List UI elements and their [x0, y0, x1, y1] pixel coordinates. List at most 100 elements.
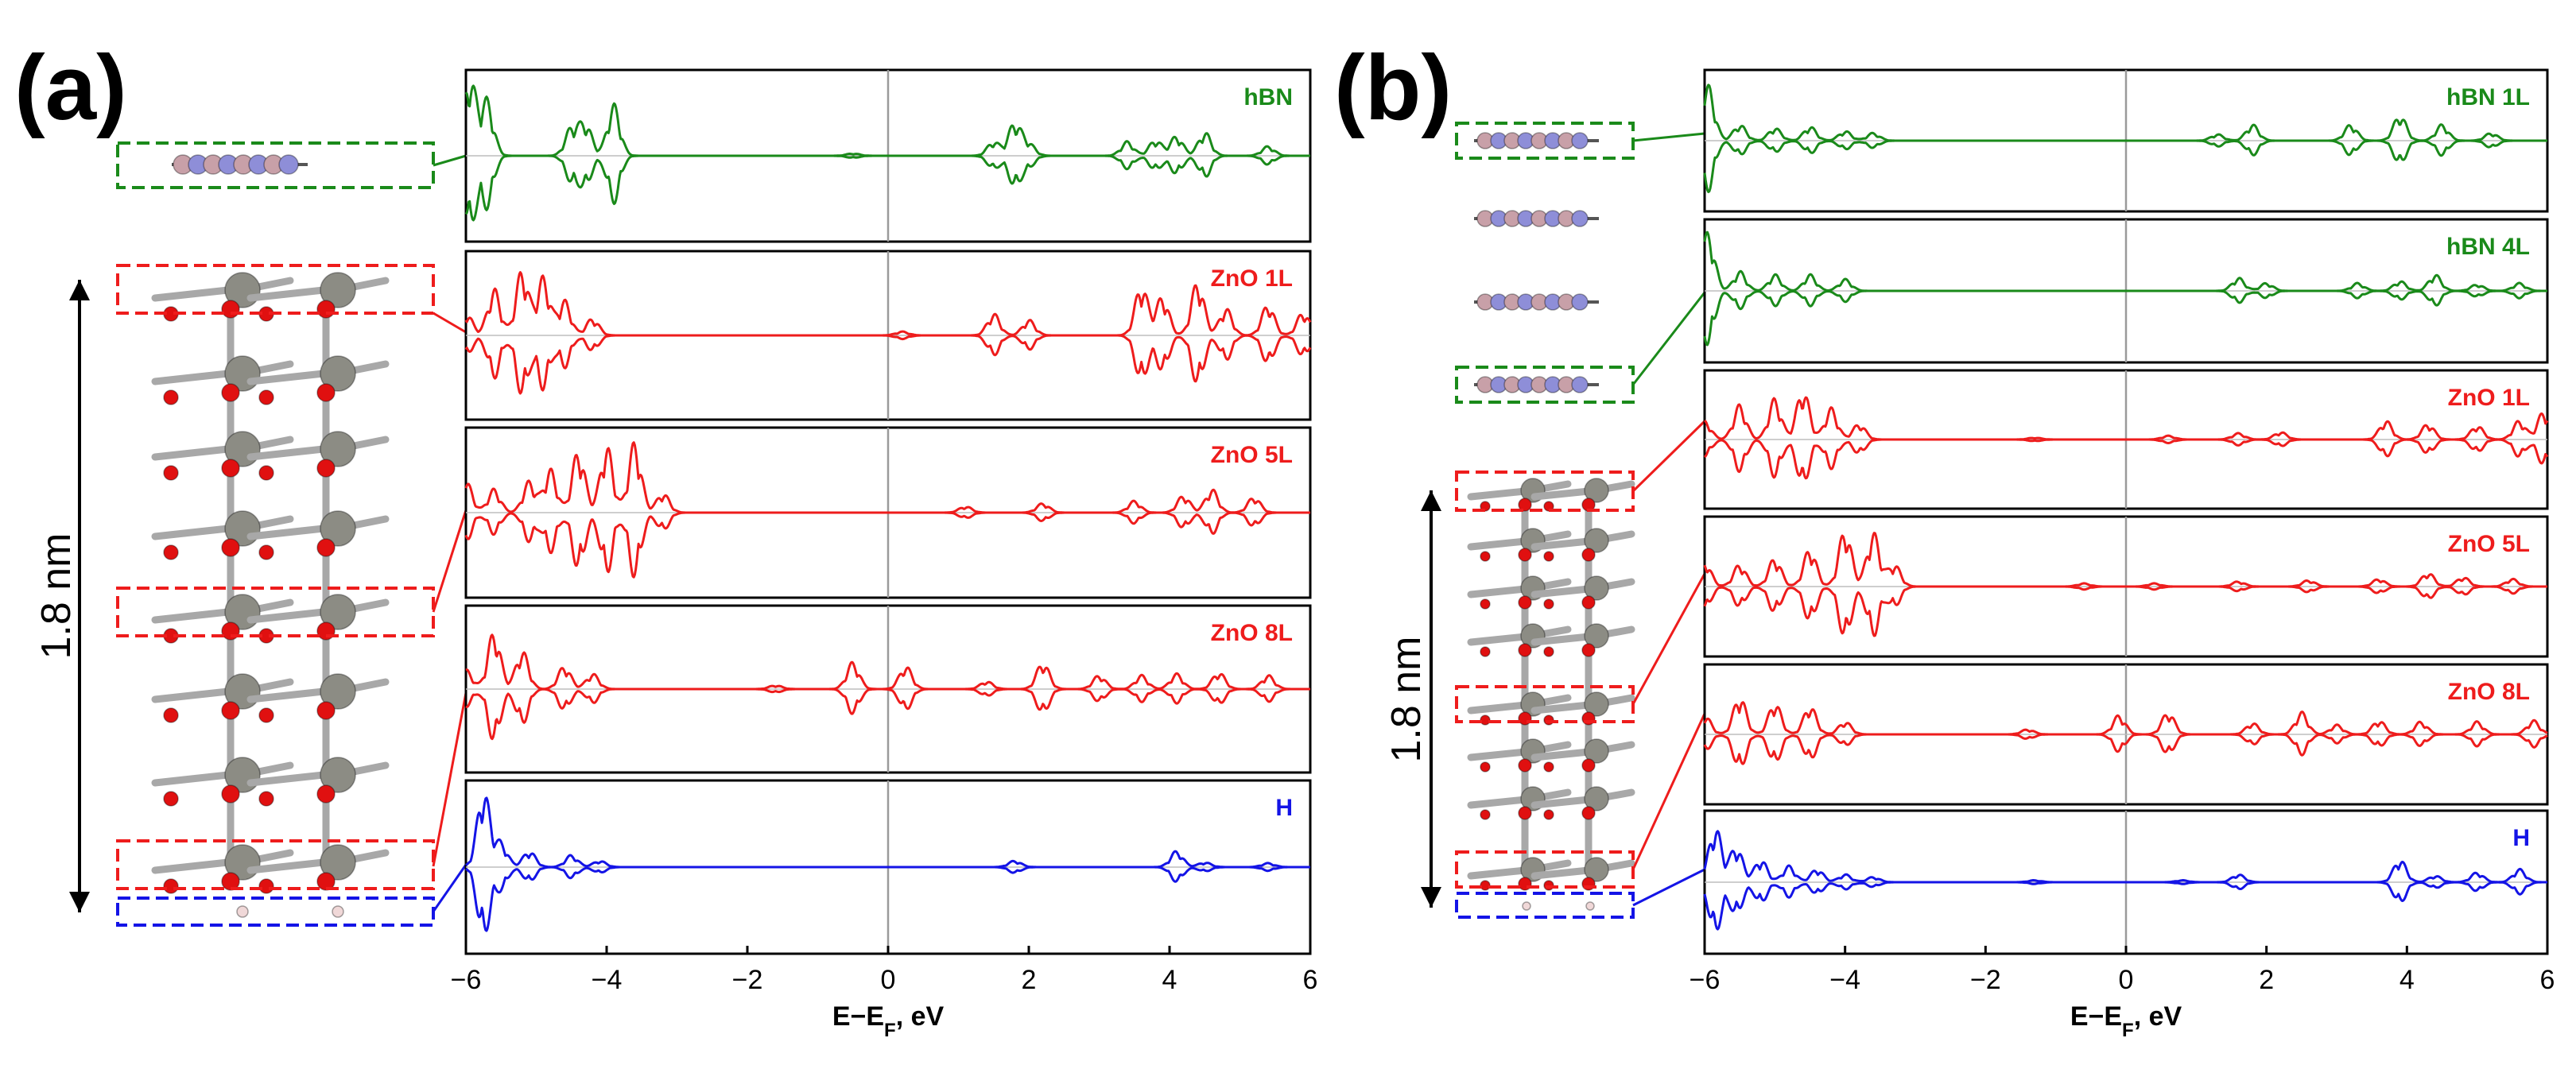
- o-atom: [258, 389, 274, 405]
- series-label: ZnO 5L: [1211, 442, 1293, 468]
- x-axis-label-a: E−EF, eV: [832, 1001, 945, 1041]
- h-atom: [1585, 901, 1595, 911]
- dos-plots-b: hBN 1L hBN 4L ZnO 1L ZnO 5L ZnO 8L H: [1703, 68, 2549, 955]
- o-atom: [316, 701, 336, 720]
- dos-panel-zno-5l: ZnO 5L: [464, 426, 1312, 599]
- zn-atom: [1584, 786, 1609, 811]
- zn-atom: [320, 272, 356, 308]
- o-atom: [316, 300, 336, 319]
- zn-atom: [1584, 478, 1609, 503]
- h-atom: [332, 905, 344, 918]
- hbn-atom: [1571, 376, 1589, 393]
- scale-bar-a: 1.8 nm: [33, 280, 90, 912]
- h-atom: [236, 905, 249, 918]
- x-axis-b: −6 −4 −2 0 2 4 6: [1690, 946, 2555, 995]
- o-atom: [258, 544, 274, 560]
- o-atom: [1543, 761, 1554, 773]
- scale-label-a: 1.8 nm: [33, 533, 80, 660]
- series-label: H: [1275, 795, 1293, 821]
- dos-panel-h: H: [464, 779, 1312, 955]
- dos-spin-down-curve: [1703, 585, 2548, 637]
- panel-b: (b) 1.8 nm hBN 1L hBN 4L ZnO 1L ZnO 5L ZnO 8…: [1334, 36, 2555, 1041]
- series-label: hBN 4L: [2446, 234, 2530, 260]
- zn-atom: [1584, 857, 1609, 882]
- dos-spin-up-curve: [1703, 701, 2548, 736]
- dos-spin-down-curve: [1703, 139, 2548, 193]
- dos-panel-zno-1l: ZnO 1L: [1703, 369, 2549, 510]
- box-zno1l-a: [116, 264, 435, 315]
- o-atom: [1518, 758, 1532, 773]
- x-tick-label: 0: [2119, 965, 2134, 995]
- x-axis-label-b: E−EF, eV: [2070, 1001, 2182, 1041]
- o-atom: [258, 878, 274, 894]
- o-atom: [1518, 806, 1532, 820]
- dos-spin-down-curve: [1703, 289, 2548, 347]
- hbn-atom: [1571, 132, 1589, 149]
- dos-spin-down-curve: [465, 866, 1311, 932]
- o-atom: [1518, 595, 1532, 610]
- zn-atom: [320, 355, 356, 392]
- x-tick-label: −2: [1970, 965, 2001, 995]
- hbn-atom: [278, 154, 299, 175]
- o-atom: [163, 465, 179, 481]
- dos-plots-a: hBN ZnO 1L ZnO 5L ZnO 8L H: [464, 68, 1312, 955]
- x-tick-label: 6: [2540, 965, 2555, 995]
- zn-atom: [320, 844, 356, 881]
- dos-spin-down-curve: [464, 154, 1311, 222]
- dos-panel-zno-1l: ZnO 1L: [464, 250, 1312, 421]
- atomic-structure-b: [1467, 132, 1635, 911]
- atomic-structure-a: [151, 154, 390, 918]
- scale-label-b: 1.8 nm: [1383, 637, 1430, 763]
- o-atom: [258, 465, 274, 481]
- dos-panel-zno-5l: ZnO 5L: [1703, 515, 2549, 658]
- series-label: ZnO 8L: [2448, 679, 2530, 705]
- x-tick-label: −6: [1690, 965, 1721, 995]
- o-atom: [1480, 761, 1491, 773]
- o-atom: [1581, 758, 1596, 773]
- panel-label-b: (b): [1334, 36, 1452, 139]
- series-label: ZnO 1L: [2448, 385, 2530, 411]
- x-tick-label: −4: [1829, 965, 1860, 995]
- hbn-atom: [1571, 293, 1589, 311]
- o-atom: [221, 383, 240, 402]
- o-atom: [1581, 643, 1596, 657]
- connectors-a: [432, 154, 467, 912]
- o-atom: [221, 784, 240, 804]
- zn-atom: [1584, 738, 1609, 764]
- series-label: ZnO 5L: [2448, 531, 2530, 557]
- zn-atom: [1584, 691, 1609, 717]
- h-atom: [1522, 901, 1531, 911]
- box-zno5l-a: [116, 587, 435, 637]
- o-atom: [1518, 548, 1532, 562]
- zn-atom: [320, 510, 356, 547]
- dos-panel-h: H: [1703, 809, 2549, 955]
- o-atom: [1543, 598, 1554, 610]
- series-label: hBN: [1243, 84, 1293, 110]
- o-atom: [258, 791, 274, 807]
- o-atom: [1480, 551, 1491, 562]
- x-tick-label: −6: [451, 965, 482, 995]
- o-atom: [221, 300, 240, 319]
- scale-bar-b: 1.8 nm: [1383, 490, 1441, 908]
- dos-panel-hbn: hBN: [464, 68, 1312, 243]
- zn-atom: [320, 594, 356, 630]
- x-tick-label: 6: [1303, 965, 1318, 995]
- dos-panel-hbn-1l: hBN 1L: [1703, 68, 2549, 213]
- o-atom: [221, 701, 240, 720]
- dos-panel-zno-8l: ZnO 8L: [464, 604, 1312, 774]
- box-zno8l-a: [116, 839, 435, 890]
- series-label: hBN 1L: [2446, 84, 2530, 110]
- dos-spin-down-curve: [1703, 881, 2548, 931]
- zn-atom: [320, 673, 356, 710]
- o-atom: [163, 544, 179, 560]
- x-tick-label: −4: [592, 965, 623, 995]
- x-tick-label: 4: [1162, 965, 1177, 995]
- dos-spin-down-curve: [464, 334, 1312, 395]
- o-atom: [1581, 806, 1596, 820]
- zn-atom: [320, 757, 356, 793]
- series-label: H: [2512, 825, 2530, 851]
- zn-atom: [1584, 623, 1609, 649]
- hbn-atom: [1571, 210, 1589, 227]
- box-h-a: [116, 897, 435, 927]
